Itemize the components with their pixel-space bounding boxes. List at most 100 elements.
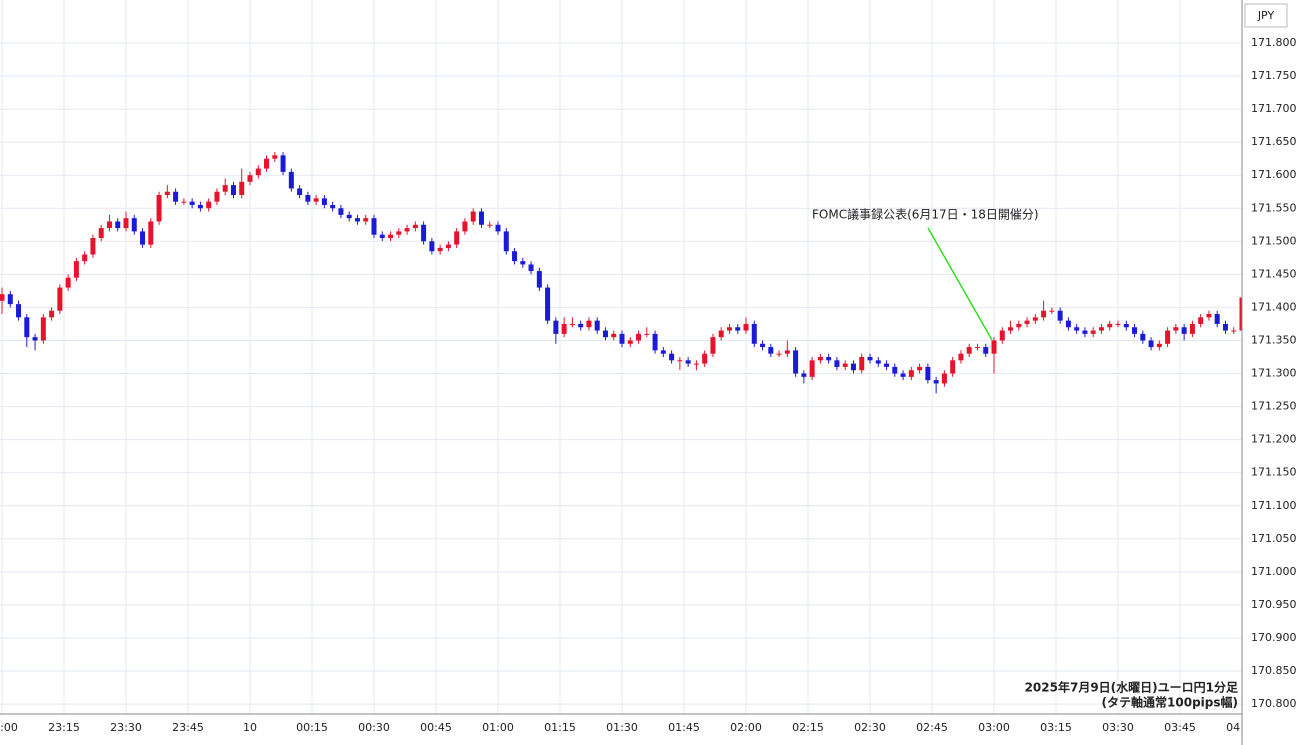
y-tick-label: 171.250 [1251, 400, 1297, 413]
x-tick-label: 00:15 [296, 721, 328, 734]
candle-body [280, 155, 286, 172]
candle-body [1098, 327, 1104, 331]
x-tick-label: 23:15 [48, 721, 80, 734]
candle-body [983, 347, 989, 354]
candle-body [1032, 317, 1038, 321]
candle-body [817, 357, 823, 361]
candle-body [1165, 330, 1171, 344]
x-tick-label: 01:30 [606, 721, 638, 734]
candle-body [809, 360, 815, 377]
candle-body [900, 373, 906, 377]
candle-body [999, 330, 1005, 341]
y-tick-label: 171.600 [1251, 168, 1297, 181]
candle-body [1065, 320, 1071, 328]
candle-body [65, 277, 71, 288]
candle-body [73, 261, 79, 278]
candle-body [1148, 340, 1154, 348]
candle-body [917, 366, 923, 371]
candle-body [1231, 330, 1237, 332]
caption-line: (タテ軸通常100pips幅) [1102, 695, 1238, 710]
candle-body [363, 218, 369, 222]
candle-body [24, 317, 30, 338]
candle-body [412, 224, 418, 229]
candle-body [1008, 327, 1014, 331]
candle-body [106, 221, 112, 229]
candle-body [173, 191, 179, 202]
candle-body [834, 360, 840, 367]
candle-body [702, 353, 708, 364]
candle-body [164, 191, 170, 196]
x-tick-label: 01:00 [482, 721, 514, 734]
y-tick-label: 171.800 [1251, 36, 1297, 49]
candle-body [892, 366, 898, 374]
candle-body [1041, 310, 1047, 318]
candle-body [768, 347, 774, 354]
candle-body [247, 175, 253, 182]
x-tick-label: 01:15 [544, 721, 576, 734]
candle-body [230, 185, 236, 196]
candle-body [974, 347, 980, 349]
candle-body [669, 353, 675, 361]
candle-body [950, 360, 956, 374]
candle-body [404, 228, 410, 232]
candle-body [255, 168, 261, 176]
x-tick-label: 23:00 [0, 721, 18, 734]
candle-body [239, 181, 245, 196]
candle-body [140, 231, 146, 245]
candle-body [396, 231, 402, 235]
candle-body [1173, 327, 1179, 331]
candle-body [478, 211, 484, 225]
y-tick-label: 171.000 [1251, 565, 1297, 578]
candle-body [1115, 323, 1121, 325]
annotation-arrow [927, 227, 993, 341]
y-tick-label: 171.350 [1251, 333, 1297, 346]
candle-body [1057, 310, 1063, 321]
candle-body [685, 360, 691, 364]
candle-body [826, 357, 832, 361]
candle-body [594, 320, 600, 331]
candle-body [264, 158, 270, 169]
y-tick-label: 170.850 [1251, 664, 1297, 677]
candle-body [197, 204, 203, 209]
candle-body [1107, 323, 1113, 328]
candle-body [925, 366, 931, 381]
x-tick-label: 23:45 [172, 721, 204, 734]
candle-body [297, 188, 303, 196]
candle-body [636, 333, 642, 341]
candle-body [850, 363, 856, 371]
candle-body [520, 261, 526, 265]
currency-box [1244, 3, 1288, 28]
caption-line: 2025年7月9日(水曜日)ユーロ円1分足 [1025, 680, 1238, 695]
candle-body [966, 347, 972, 354]
x-tick-label: 23:30 [110, 721, 142, 734]
candle-body [586, 320, 592, 328]
candle-body [751, 323, 757, 344]
currency-label: JPY [1257, 9, 1275, 22]
candle-body [189, 201, 195, 205]
candle-body [1206, 314, 1212, 318]
candle-body [288, 171, 294, 189]
candle-body [933, 380, 939, 384]
y-tick-label: 171.400 [1251, 300, 1297, 313]
candle-body [801, 373, 807, 377]
candle-body [627, 340, 633, 344]
candle-body [545, 287, 551, 321]
y-tick-label: 171.550 [1251, 201, 1297, 214]
candle-body [1024, 320, 1030, 324]
candle-body [553, 320, 559, 334]
candle-body [57, 287, 63, 311]
candle-body [760, 343, 766, 348]
candle-body [148, 221, 154, 245]
candle-body [487, 224, 493, 226]
y-tick-label: 171.500 [1251, 234, 1297, 247]
candle-body [354, 218, 360, 222]
candle-body [1198, 317, 1204, 324]
candle-body [842, 363, 848, 367]
candle-body [82, 254, 88, 262]
candle-body [454, 231, 460, 245]
candle-body [561, 323, 567, 334]
candle-body [884, 363, 890, 367]
candle-body [1049, 310, 1055, 312]
candle-body [569, 323, 575, 325]
x-tick-label: 00:45 [420, 721, 452, 734]
